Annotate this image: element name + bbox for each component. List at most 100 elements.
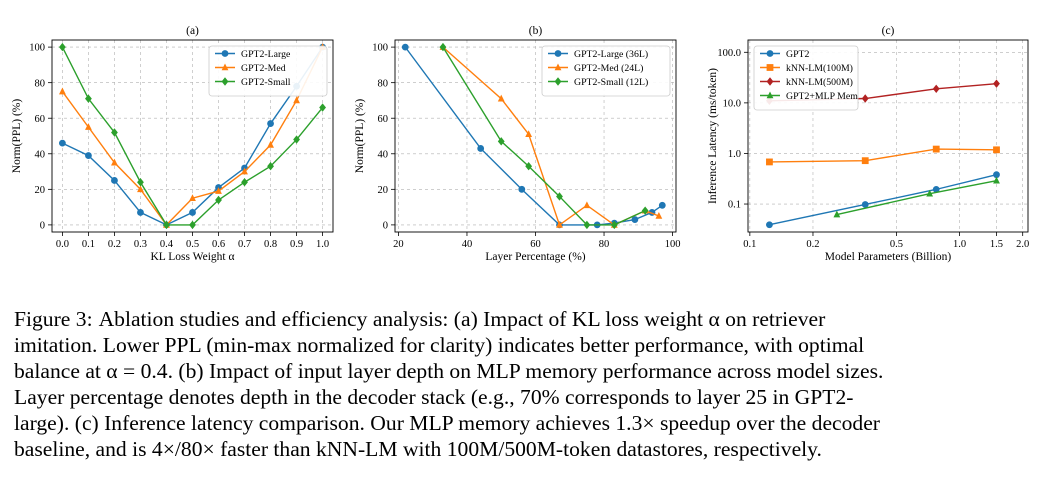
- chart-c-legend-label: kNN-LM(500M): [786, 77, 853, 88]
- chart-b-legend-label: GPT2-Small (12L): [574, 77, 648, 88]
- caption-line-6: baseline, and is 4×/80× faster than kNN-…: [14, 437, 822, 461]
- chart-a-series-3-point: [189, 220, 196, 230]
- chart-a-xtick-label: 0.4: [160, 239, 174, 250]
- chart-a-xtick-label: 0.6: [212, 239, 225, 250]
- chart-b-series-2-point: [583, 201, 591, 209]
- chart-c-legend-marker: [766, 77, 774, 86]
- chart-b-series-1-point: [477, 145, 485, 152]
- chart-a-series-2-point: [189, 194, 196, 202]
- chart-c-legend-marker: [766, 64, 774, 71]
- chart-b-legend-label: GPT2-Large (36L): [574, 49, 648, 60]
- chart-b-xtick-label: 60: [530, 239, 541, 250]
- chart-c-series-2-point: [932, 145, 940, 153]
- chart-a-series-2-point: [267, 140, 274, 148]
- chart-b-ytick-label: 0: [383, 220, 388, 231]
- chart-a-ytick-label: 20: [35, 185, 46, 196]
- chart-c-series-line-2: [769, 148, 997, 163]
- chart-c-series-3-point: [932, 84, 940, 93]
- chart-b-series-3-point: [583, 220, 591, 230]
- chart-c-ytick-label: 10.0: [723, 98, 741, 109]
- caption-line-5: large). (c) Inference latency comparison…: [14, 411, 880, 435]
- chart-a-xtick-label: 0.3: [134, 239, 147, 250]
- chart-b-legend: [541, 45, 671, 97]
- chart-c-series-1-point: [993, 171, 1000, 179]
- chart-a-xtick-label: 0.9: [290, 239, 303, 250]
- chart-a-legend-label: GPT2-Small: [241, 77, 291, 88]
- chart-c-series-4-point: [926, 189, 934, 197]
- chart-a-series-3-point: [137, 178, 144, 187]
- chart-a-xtick-label: 0.1: [82, 239, 95, 250]
- chart-a-series-3-point: [319, 103, 326, 112]
- chart-c-xtick-label: 2.0: [1016, 239, 1029, 250]
- chart-c-series-2-point: [993, 146, 1000, 154]
- chart-c-series-2-point: [766, 158, 773, 166]
- figure: 0.0 0.1 0.2 0.3 0.4 0.5 0.6 0.7 0.8 0.9 1.0 0 20 40 60…: [11, 25, 1029, 263]
- chart-b-ytick-label: 60: [378, 114, 389, 125]
- chart-a-legend-label: GPT2-Large: [241, 49, 291, 60]
- chart-c-xtick-label: 0.1: [743, 239, 756, 250]
- caption-line-4: Layer percentage denotes depth in the de…: [14, 385, 854, 409]
- chart-b-series-1-point: [518, 185, 526, 193]
- chart-a-series-1-point: [267, 120, 274, 127]
- caption-label: Figure 3:: [14, 307, 93, 331]
- chart-c-series-3-point: [861, 94, 869, 103]
- chart-c-xtick-label: 1.5: [990, 239, 1003, 250]
- chart-c-series-line-1: [769, 174, 997, 226]
- chart-b-xtick-label: 100: [665, 239, 681, 250]
- chart-a-xtick-label: 0.7: [238, 239, 251, 250]
- chart-a-legend-marker: [221, 50, 229, 57]
- chart-c-xtick-label: 0.2: [806, 239, 819, 250]
- chart-c-series-line-4: [836, 179, 997, 216]
- chart-b-ytick-label: 100: [372, 43, 388, 54]
- chart-a-xtick-label: 0.2: [108, 239, 121, 250]
- chart-a-series-3-point: [267, 162, 274, 171]
- chart-b-legend-marker: [554, 63, 562, 71]
- chart-c-legend-label: GPT2+MLP Mem: [786, 91, 858, 102]
- chart-a-series-1-point: [189, 209, 196, 216]
- chart-c-legend: [753, 45, 859, 111]
- chart-a-ytick-label: 60: [35, 114, 46, 125]
- chart-a-xtick-label: 0.8: [264, 239, 277, 250]
- chart-a-series-3-point: [241, 178, 248, 187]
- chart-b-series-1-point: [401, 43, 409, 51]
- chart-a-legend-label: GPT2-Med: [241, 63, 286, 74]
- chart-b-series-3-point: [439, 42, 447, 52]
- chart-c-ytick-label: 100.0: [717, 48, 741, 59]
- chart-a-legend: [208, 45, 328, 97]
- chart-b-xtick-label: 80: [599, 239, 610, 250]
- chart-a-xtick-label: 0.5: [186, 239, 199, 250]
- chart-c-series-1-point: [861, 201, 869, 208]
- chart-b-ytick-label: 20: [378, 185, 389, 196]
- chart-c-ytick-label: 1.0: [728, 149, 741, 160]
- chart-c-series-4-point: [833, 210, 841, 218]
- chart-a-xlabel: KL Loss Weight α: [151, 251, 235, 263]
- chart-b-series-3-point: [610, 220, 618, 230]
- chart-c-frame: [747, 39, 1029, 233]
- chart-b-ylabel: Norm(PPL) (%): [354, 99, 366, 174]
- chart-b-title: (b): [529, 25, 543, 37]
- chart-c-xtick-label: 1.0: [953, 239, 966, 250]
- chart-c-legend-marker: [766, 91, 774, 99]
- chart-a-series-3-point: [85, 94, 92, 103]
- chart-b-series-1-point: [658, 201, 666, 209]
- chart-a-title: (a): [186, 25, 199, 37]
- caption-line-2: imitation. Lower PPL (min-max normalized…: [14, 333, 865, 357]
- chart-a-xtick-label: 1.0: [316, 239, 329, 250]
- chart-a-series-1-point: [59, 139, 66, 147]
- chart-c-series-4-point: [993, 176, 1000, 184]
- chart-c-series-3-point: [993, 79, 1000, 88]
- chart-a-series-1-point: [137, 209, 144, 216]
- figure-caption: Figure 3: Ablation studies and efficiency…: [14, 306, 1040, 462]
- chart-b-xtick-label: 40: [462, 239, 473, 250]
- caption-line-1: Figure 3: Ablation studies and efficiency…: [14, 306, 1040, 332]
- chart-a-series-2-point: [215, 187, 222, 194]
- chart-a-series-2-point: [59, 87, 66, 95]
- chart-b-series-2-point: [655, 212, 663, 219]
- chart-b-ytick-label: 40: [378, 149, 389, 160]
- chart-c-legend-marker: [766, 50, 774, 57]
- chart-c-legend-label: kNN-LM(100M): [786, 63, 853, 74]
- caption-line-1-text: Ablation studies and efficiency analysis…: [98, 307, 826, 331]
- chart-a-series-2-point: [85, 123, 92, 130]
- chart-a-series-3-point: [293, 135, 300, 144]
- chart-a-series-1-point: [111, 177, 118, 184]
